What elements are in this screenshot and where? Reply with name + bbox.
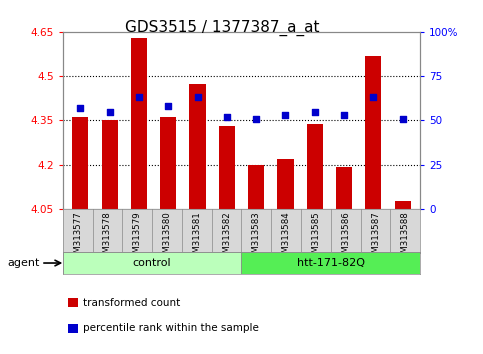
Text: GSM313583: GSM313583 (252, 211, 261, 264)
Text: GSM313587: GSM313587 (371, 211, 380, 264)
Bar (365, 56, 382, 209)
Bar (189, 84, 206, 209)
Bar (395, 201, 411, 209)
Text: GSM313588: GSM313588 (401, 211, 410, 264)
Text: control: control (133, 258, 171, 268)
Text: GSM313585: GSM313585 (312, 211, 320, 264)
Point (76, 105, 84, 111)
Bar (72, 117, 88, 209)
Text: GDS3515 / 1377387_a_at: GDS3515 / 1377387_a_at (125, 19, 319, 36)
Point (311, 109, 319, 114)
Text: GSM313578: GSM313578 (103, 211, 112, 264)
Bar (219, 126, 235, 209)
Text: GSM313580: GSM313580 (163, 211, 171, 264)
Point (282, 112, 289, 118)
Point (399, 116, 407, 121)
Point (194, 95, 201, 100)
Text: GSM313582: GSM313582 (222, 211, 231, 264)
Point (252, 116, 260, 121)
Text: GSM313577: GSM313577 (73, 211, 82, 264)
Point (106, 109, 114, 114)
Bar (336, 167, 352, 209)
Text: percentile rank within the sample: percentile rank within the sample (83, 323, 259, 333)
Text: transformed count: transformed count (83, 298, 180, 308)
Bar (160, 117, 176, 209)
Point (135, 95, 143, 100)
Bar (101, 120, 118, 209)
Point (369, 95, 377, 100)
Text: htt-171-82Q: htt-171-82Q (297, 258, 365, 268)
Point (223, 114, 231, 120)
Point (340, 112, 348, 118)
Point (164, 103, 172, 109)
Bar (242, 252, 420, 274)
Text: GSM313579: GSM313579 (133, 211, 142, 264)
Text: agent: agent (7, 258, 40, 268)
Bar (307, 124, 323, 209)
Bar (131, 38, 147, 209)
Text: GSM313586: GSM313586 (341, 211, 350, 264)
Text: GSM313584: GSM313584 (282, 211, 291, 264)
Bar (248, 165, 264, 209)
Bar (277, 159, 294, 209)
Text: GSM313581: GSM313581 (192, 211, 201, 264)
Bar (63, 252, 242, 274)
